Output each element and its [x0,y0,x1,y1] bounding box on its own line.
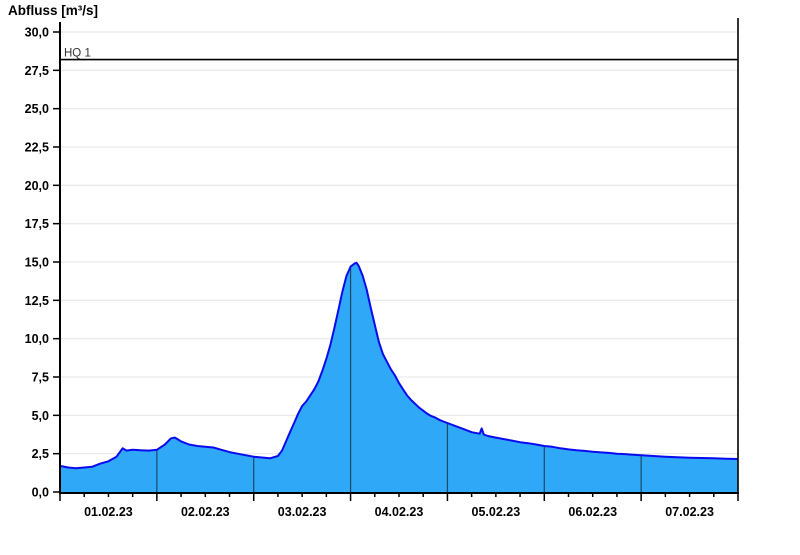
hq-label: HQ 1 [64,48,91,60]
y-tick-label: 20,0 [25,179,49,193]
y-tick-label: 15,0 [25,256,49,270]
x-tick-label: 03.02.23 [278,505,327,519]
y-tick-label: 12,5 [25,294,49,308]
x-tick-label: 01.02.23 [84,505,133,519]
x-tick-label: 04.02.23 [375,505,424,519]
y-tick-label: 17,5 [25,217,49,231]
y-tick-label: 5,0 [32,409,49,423]
y-tick-label: 22,5 [25,141,49,155]
y-tick-label: 0,0 [32,486,49,500]
x-tick-label: 05.02.23 [472,505,521,519]
x-tick-label: 02.02.23 [181,505,230,519]
y-tick-label: 2,5 [32,447,49,461]
discharge-area-fill [60,262,738,492]
y-tick-label: 25,0 [25,102,49,116]
x-tick-label: 07.02.23 [665,505,714,519]
y-tick-label: 10,0 [25,332,49,346]
x-tick-label: 06.02.23 [568,505,617,519]
y-tick-label: 27,5 [25,64,49,78]
y-tick-label: 7,5 [32,371,49,385]
chart-title: Abfluss [m³/s] [8,3,99,18]
y-tick-label: 30,0 [25,26,49,40]
discharge-curve [59,261,739,470]
